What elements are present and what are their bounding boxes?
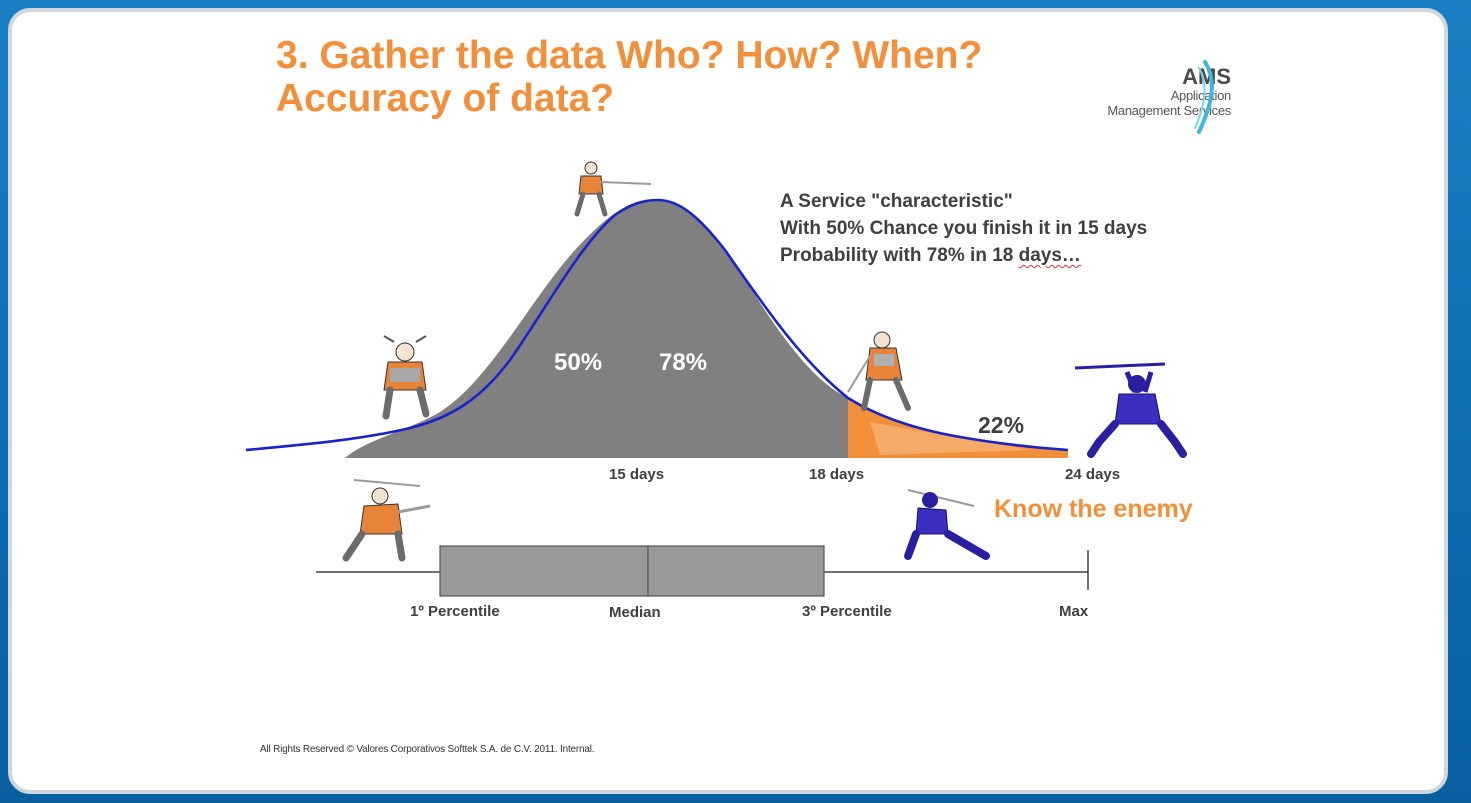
ninja-lunge-icon [904, 489, 990, 560]
service-description: A Service "characteristic" With 50% Chan… [780, 188, 1147, 269]
label-15-days: 15 days [609, 466, 664, 483]
ams-logo: AMS Application Management Services [1107, 64, 1232, 119]
box-q1-median [439, 545, 649, 597]
samurai-right-icon [847, 331, 911, 411]
label-max: Max [1059, 603, 1089, 620]
label-3rd-percentile: 3º Percentile [802, 603, 892, 620]
box-median-q3 [647, 545, 825, 597]
tail-highlight [870, 422, 1030, 455]
label-24-days: 24 days [1065, 466, 1120, 483]
label-78-percent: 78% [659, 349, 707, 376]
logo-line-1: Application [1170, 88, 1232, 103]
title-line-2: Accuracy of data? [276, 77, 615, 120]
description-line-3-end: days… [1018, 245, 1081, 266]
curve-area-gray [345, 200, 848, 458]
description-line-3-main: Probability with 78% in 18 [780, 245, 1019, 266]
ninja-crouch-icon [1074, 362, 1187, 458]
label-50-percent: 50% [554, 349, 602, 376]
logo-swoosh-icon [1194, 60, 1214, 134]
label-median: Median [609, 604, 661, 621]
description-line-3: Probability with 78% in 18 days… [780, 242, 1147, 269]
samurai-sword-icon [342, 479, 431, 562]
description-line-2: With 50% Chance you finish it in 15 days [780, 218, 1148, 239]
samurai-left-icon [382, 335, 430, 420]
footer-copyright: All Rights Reserved © Valores Corporativ… [260, 744, 595, 755]
title-line-1: 3. Gather the data Who? How? When? [276, 34, 983, 77]
box-plot [316, 545, 1089, 597]
samurai-peak-icon [574, 161, 652, 217]
label-22-percent: 22% [978, 412, 1024, 438]
curve-line [245, 198, 1069, 452]
slide-title: 3. Gather the data Who? How? When? Accur… [276, 34, 982, 120]
description-line-1: A Service "characteristic" [780, 191, 1013, 212]
label-18-days: 18 days [809, 466, 864, 483]
label-1st-percentile: 1º Percentile [410, 603, 500, 620]
tagline-know-the-enemy: Know the enemy [994, 495, 1193, 523]
logo-name: AMS [1182, 64, 1231, 89]
